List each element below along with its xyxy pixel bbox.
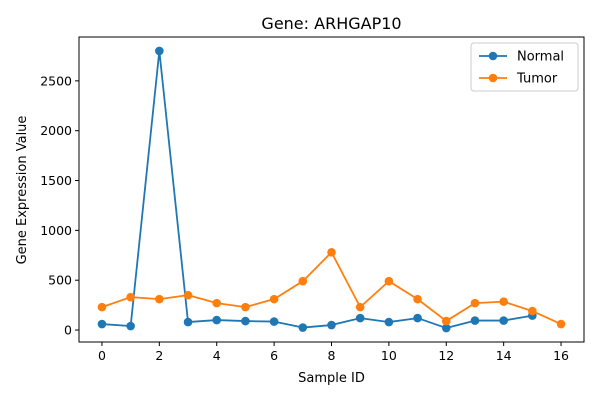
legend: Normal Tumor (470, 42, 579, 92)
series-normal (97, 46, 537, 333)
x-tick-label: 4 (213, 348, 221, 363)
x-axis-label: Sample ID (298, 371, 365, 386)
x-tick-label: 14 (496, 348, 512, 363)
data-point-tumor (528, 306, 537, 316)
data-point-tumor (269, 294, 279, 304)
data-point-tumor (413, 294, 422, 304)
data-point-tumor (212, 298, 222, 308)
data-point-normal (269, 317, 279, 326)
data-point-normal (126, 321, 135, 331)
data-point-normal (241, 316, 250, 326)
x-tick-label: 6 (270, 348, 278, 363)
legend-marker-normal (488, 51, 498, 61)
series-layer (97, 46, 566, 333)
y-tick-label: 2500 (40, 73, 72, 88)
series-tumor (97, 247, 566, 329)
legend-item-normal: Normal (479, 50, 564, 65)
x-tick-label: 2 (155, 348, 163, 363)
legend-label-normal: Normal (517, 50, 564, 65)
data-point-normal (97, 319, 107, 329)
data-point-tumor (327, 247, 336, 257)
data-point-normal (384, 317, 394, 327)
data-point-normal (212, 315, 222, 325)
data-point-tumor (556, 319, 566, 329)
legend-item-tumor: Tumor (479, 72, 558, 87)
x-tick-label: 8 (328, 348, 336, 363)
data-point-tumor (355, 302, 365, 312)
data-point-tumor (441, 316, 451, 326)
data-point-tumor (241, 302, 250, 312)
data-point-tumor (126, 292, 135, 302)
y-tick-label: 1000 (40, 223, 72, 238)
data-point-normal (155, 46, 164, 56)
y-axis-label: Gene Expression Value (15, 116, 30, 265)
data-point-normal (499, 316, 508, 325)
data-point-normal (470, 316, 480, 325)
y-axis: 0 500 1000 1500 2000 2500 (40, 73, 79, 338)
data-point-tumor (384, 276, 394, 286)
data-point-normal (441, 323, 451, 333)
data-point-tumor (298, 276, 308, 286)
axes-frame (78, 36, 585, 343)
data-point-normal (327, 320, 336, 330)
series-line-normal (101, 50, 533, 329)
legend-marker-tumor (488, 73, 498, 83)
data-point-tumor (470, 298, 480, 308)
y-tick-label: 2000 (40, 123, 72, 138)
data-point-normal (355, 313, 365, 323)
x-tick-label: 0 (98, 348, 106, 363)
y-tick-label: 500 (48, 273, 72, 288)
data-point-normal (413, 313, 422, 323)
x-tick-label: 12 (438, 348, 454, 363)
data-point-tumor (183, 290, 193, 300)
data-point-tumor (155, 294, 164, 304)
x-tick-label: 16 (553, 348, 569, 363)
data-point-normal (298, 323, 308, 332)
chart-title: Gene: ARHGAP10 (261, 14, 401, 33)
y-tick-label: 0 (64, 323, 72, 338)
y-tick-label: 1500 (40, 173, 72, 188)
data-point-tumor (499, 297, 508, 306)
x-axis: 0 2 4 6 8 10 12 14 16 (98, 342, 569, 363)
x-tick-label: 10 (381, 348, 397, 363)
legend-box (470, 42, 579, 92)
data-point-normal (183, 317, 193, 327)
data-point-tumor (97, 302, 107, 312)
legend-label-tumor: Tumor (516, 72, 558, 87)
